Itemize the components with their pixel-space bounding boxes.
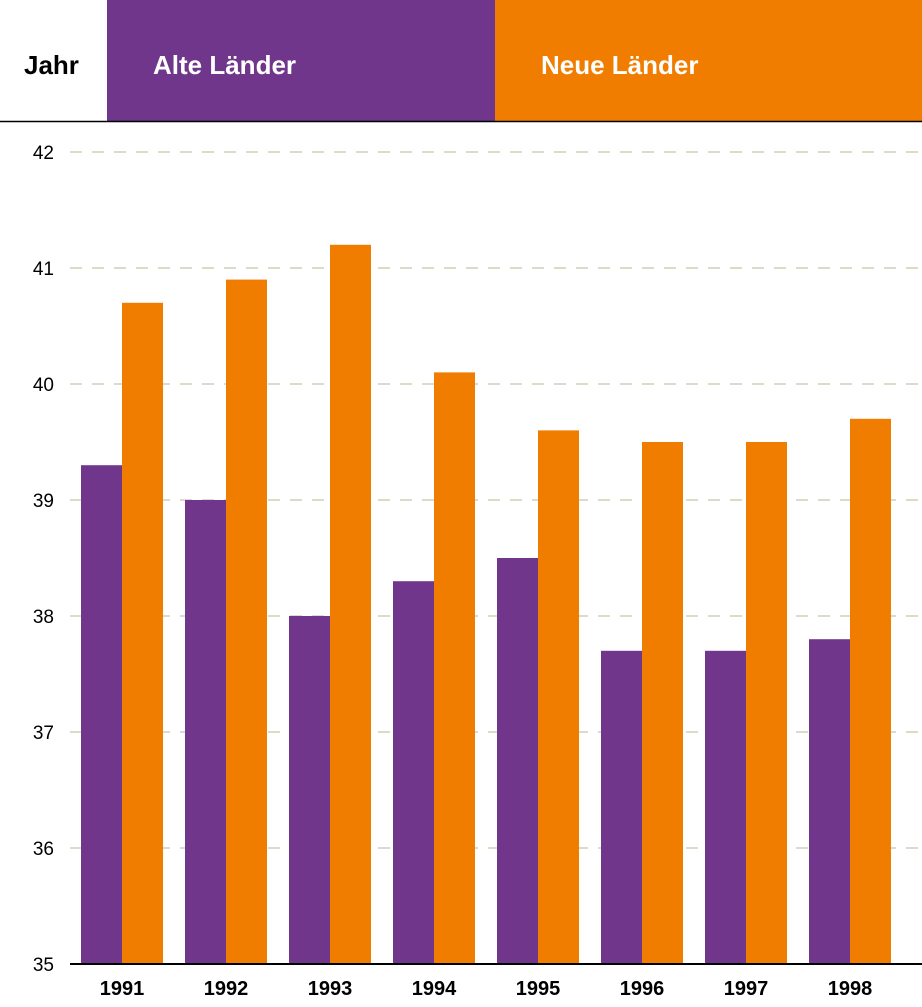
bar-neue-1994 <box>434 372 475 964</box>
y-tick-label: 36 <box>33 839 54 860</box>
x-tick-label: 1992 <box>204 978 249 1000</box>
bar-alte-1995 <box>497 558 538 964</box>
bars <box>81 244 891 965</box>
chart-header: Jahr Alte Länder Neue Länder <box>0 0 922 123</box>
y-tick-label: 37 <box>33 723 54 744</box>
x-axis-label: Jahr <box>24 50 79 80</box>
bar-alte-1992 <box>185 500 226 964</box>
x-tick-label: 1996 <box>620 978 665 1000</box>
bar-alte-1996 <box>601 650 642 964</box>
y-axis-ticks: 35 36 37 38 39 40 41 42 <box>33 143 54 976</box>
y-tick-label: 40 <box>33 375 54 396</box>
bar-neue-1995 <box>538 430 579 964</box>
x-tick-label: 1998 <box>828 978 873 1000</box>
y-tick-label: 35 <box>33 955 54 976</box>
y-tick-label: 42 <box>33 143 54 164</box>
bar-alte-1994 <box>393 581 434 964</box>
y-tick-label: 41 <box>33 259 54 280</box>
bar-neue-1998 <box>850 418 891 964</box>
bar-alte-1991 <box>81 465 122 964</box>
x-tick-label: 1993 <box>308 978 353 1000</box>
x-tick-label: 1997 <box>724 978 769 1000</box>
bar-neue-1991 <box>122 302 163 964</box>
bar-neue-1992 <box>226 279 267 965</box>
x-axis-labels: 1991 1992 1993 1994 1995 1996 1997 1998 <box>100 978 873 1000</box>
legend-neue-swatch <box>495 0 922 121</box>
bar-alte-1998 <box>809 639 850 964</box>
x-tick-label: 1995 <box>516 978 561 1000</box>
bar-alte-1993 <box>289 616 330 964</box>
legend-alte-label: Alte Länder <box>153 50 296 80</box>
y-tick-label: 38 <box>33 607 54 628</box>
bar-neue-1996 <box>642 442 683 964</box>
bar-neue-1997 <box>746 442 787 964</box>
x-tick-label: 1994 <box>412 978 457 1000</box>
y-tick-label: 39 <box>33 491 54 512</box>
bar-alte-1997 <box>705 650 746 964</box>
bar-neue-1993 <box>330 244 371 965</box>
legend-alte-swatch <box>107 0 495 121</box>
x-tick-label: 1991 <box>100 978 145 1000</box>
legend-neue-label: Neue Länder <box>541 50 699 80</box>
